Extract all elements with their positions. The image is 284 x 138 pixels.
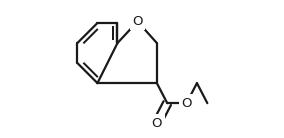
Text: O: O [181, 97, 192, 110]
Text: O: O [132, 15, 143, 28]
Text: O: O [152, 117, 162, 130]
